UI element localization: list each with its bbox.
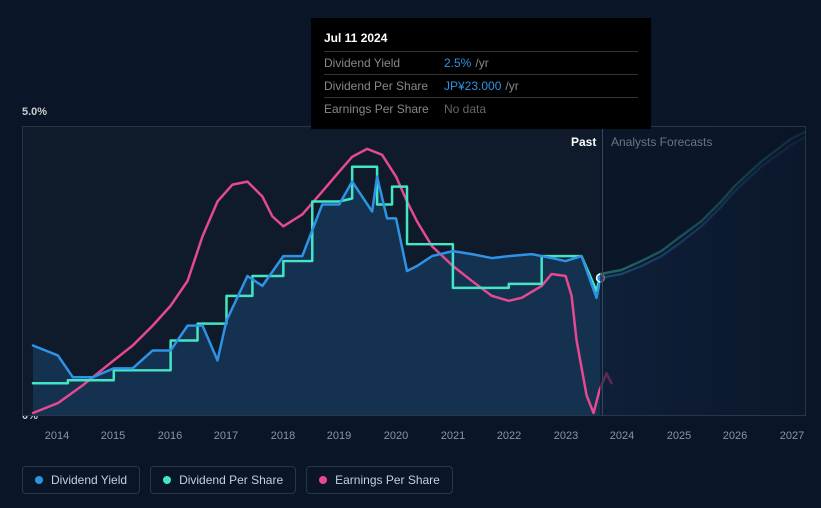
x-tick-label: 2026	[723, 430, 747, 442]
period-forecast-label: Analysts Forecasts	[611, 135, 712, 149]
x-tick-label: 2018	[271, 430, 295, 442]
tooltip-value: 2.5%	[444, 56, 471, 70]
tooltip-nodata: No data	[444, 102, 486, 116]
legend-label: Earnings Per Share	[335, 473, 440, 487]
x-tick-label: 2016	[158, 430, 182, 442]
x-tick-label: 2021	[441, 430, 465, 442]
chart-tooltip: Jul 11 2024 Dividend Yield 2.5% /yr Divi…	[311, 18, 651, 129]
tooltip-row: Dividend Yield 2.5% /yr	[324, 52, 638, 75]
x-tick-label: 2019	[327, 430, 351, 442]
x-tick-label: 2025	[667, 430, 691, 442]
x-tick-label: 2024	[610, 430, 634, 442]
tooltip-date: Jul 11 2024	[324, 27, 638, 52]
x-tick-label: 2014	[45, 430, 69, 442]
x-axis: 2014 2015 2016 2017 2018 2019 2020 2021 2022 2023…	[22, 430, 806, 450]
legend-item-earnings-per-share[interactable]: Earnings Per Share	[306, 466, 453, 494]
tooltip-value: JP¥23.000	[444, 79, 501, 93]
tooltip-label: Dividend Yield	[324, 56, 444, 70]
tooltip-unit: /yr	[505, 79, 518, 93]
legend-dot-icon	[319, 476, 327, 484]
tooltip-label: Earnings Per Share	[324, 102, 444, 116]
x-tick-label: 2027	[780, 430, 804, 442]
x-tick-label: 2022	[497, 430, 521, 442]
legend-item-dividend-per-share[interactable]: Dividend Per Share	[150, 466, 296, 494]
legend: Dividend Yield Dividend Per Share Earnin…	[22, 466, 453, 494]
y-axis-max-label: 5.0%	[22, 106, 47, 118]
legend-item-dividend-yield[interactable]: Dividend Yield	[22, 466, 140, 494]
x-tick-label: 2020	[384, 430, 408, 442]
period-past-label: Past	[571, 135, 596, 149]
past-future-divider	[602, 127, 603, 415]
tooltip-label: Dividend Per Share	[324, 79, 444, 93]
x-tick-label: 2017	[214, 430, 238, 442]
plot-area[interactable]: Past Analysts Forecasts	[22, 126, 806, 416]
tooltip-row: Dividend Per Share JP¥23.000 /yr	[324, 75, 638, 98]
legend-label: Dividend Yield	[51, 473, 127, 487]
tooltip-unit: /yr	[475, 56, 488, 70]
legend-dot-icon	[163, 476, 171, 484]
x-tick-label: 2015	[101, 430, 125, 442]
chart-container: 5.0% 0% Past Analysts Forecasts	[22, 108, 806, 420]
tooltip-row: Earnings Per Share No data	[324, 98, 638, 120]
legend-label: Dividend Per Share	[179, 473, 283, 487]
legend-dot-icon	[35, 476, 43, 484]
forecast-shade	[600, 127, 805, 415]
x-tick-label: 2023	[554, 430, 578, 442]
